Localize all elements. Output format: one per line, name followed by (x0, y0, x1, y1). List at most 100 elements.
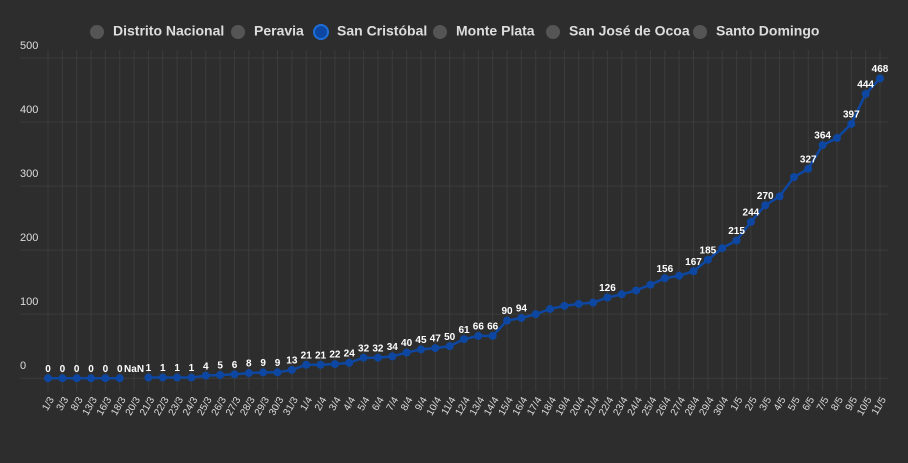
data-label: 21 (301, 350, 313, 361)
point (503, 316, 512, 325)
point (316, 360, 325, 369)
data-label: 8 (246, 359, 252, 370)
data-label: 40 (401, 338, 413, 349)
point (359, 353, 368, 362)
legend-label[interactable]: San Cristóbal (337, 23, 427, 39)
data-label: 66 (473, 322, 485, 333)
data-label: NaN (124, 364, 144, 375)
data-label: 34 (387, 342, 399, 353)
point (416, 345, 425, 354)
point (818, 141, 827, 150)
point (187, 373, 196, 382)
point (718, 244, 727, 253)
point (646, 280, 655, 289)
point (144, 373, 153, 382)
point (531, 310, 540, 319)
point (345, 358, 354, 367)
legend-marker[interactable] (693, 25, 707, 39)
data-label: 0 (117, 364, 123, 375)
point (287, 365, 296, 374)
point (560, 301, 569, 310)
point (603, 293, 612, 302)
data-label: 13 (286, 356, 298, 367)
point (158, 373, 167, 382)
data-label: 45 (415, 335, 427, 346)
point (632, 286, 641, 295)
point (445, 342, 454, 351)
point (259, 368, 268, 377)
data-label: 1 (174, 363, 180, 374)
point (273, 368, 282, 377)
data-label: 47 (430, 334, 442, 345)
point (689, 267, 698, 276)
point (847, 119, 856, 128)
point (832, 134, 841, 143)
point (517, 313, 526, 322)
point (58, 374, 67, 383)
data-label: 156 (656, 264, 673, 275)
data-label: 468 (872, 64, 889, 75)
legend-marker[interactable] (313, 24, 329, 40)
data-label: 61 (458, 325, 470, 336)
point (101, 374, 110, 383)
legend-label[interactable]: San José de Ocoa (569, 23, 690, 39)
legend-label[interactable]: Distrito Nacional (113, 23, 224, 39)
y-tick-label: 500 (20, 40, 38, 52)
data-label: 185 (700, 245, 717, 256)
point (488, 331, 497, 340)
y-tick-label: 200 (20, 232, 38, 244)
data-label: 244 (743, 208, 760, 219)
data-label: 0 (88, 364, 94, 375)
data-label: 397 (843, 110, 860, 121)
point (173, 373, 182, 382)
legend-marker[interactable] (546, 25, 560, 39)
legend-label[interactable]: Monte Plata (456, 23, 535, 39)
point (546, 305, 555, 314)
point (589, 298, 598, 307)
data-label: 0 (103, 364, 109, 375)
point (44, 374, 52, 383)
point (660, 274, 669, 283)
legend-label[interactable]: Santo Domingo (716, 23, 819, 39)
point (876, 74, 884, 83)
point (746, 217, 755, 226)
point (775, 192, 784, 201)
legend-label[interactable]: Peravia (254, 23, 304, 39)
y-tick-label: 300 (20, 168, 38, 180)
point (574, 299, 583, 308)
point (402, 348, 411, 357)
point (761, 201, 770, 210)
data-label: 126 (599, 283, 616, 294)
point (861, 89, 870, 98)
data-label: 32 (358, 343, 370, 354)
point (87, 374, 96, 383)
point (115, 374, 124, 383)
point (330, 360, 339, 369)
data-label: 444 (857, 80, 874, 91)
data-label: 66 (487, 322, 499, 333)
y-tick-label: 400 (20, 104, 38, 116)
point (388, 352, 397, 361)
data-label: 1 (160, 363, 166, 374)
data-label: 327 (800, 154, 817, 165)
data-label: 0 (45, 364, 51, 375)
data-label: 1 (146, 363, 152, 374)
data-label: 90 (501, 306, 513, 317)
data-label: 22 (329, 350, 341, 361)
legend-marker[interactable] (231, 25, 245, 39)
point (460, 335, 468, 344)
y-tick-label: 100 (20, 296, 38, 308)
data-label: 24 (344, 348, 356, 359)
data-label: 1 (189, 363, 195, 374)
point (804, 164, 813, 173)
data-label: 6 (232, 360, 238, 371)
legend-marker[interactable] (433, 25, 447, 39)
data-label: 0 (60, 364, 66, 375)
point (216, 370, 225, 379)
legend-marker[interactable] (90, 25, 104, 39)
data-label: 9 (260, 358, 266, 369)
point (675, 271, 684, 280)
